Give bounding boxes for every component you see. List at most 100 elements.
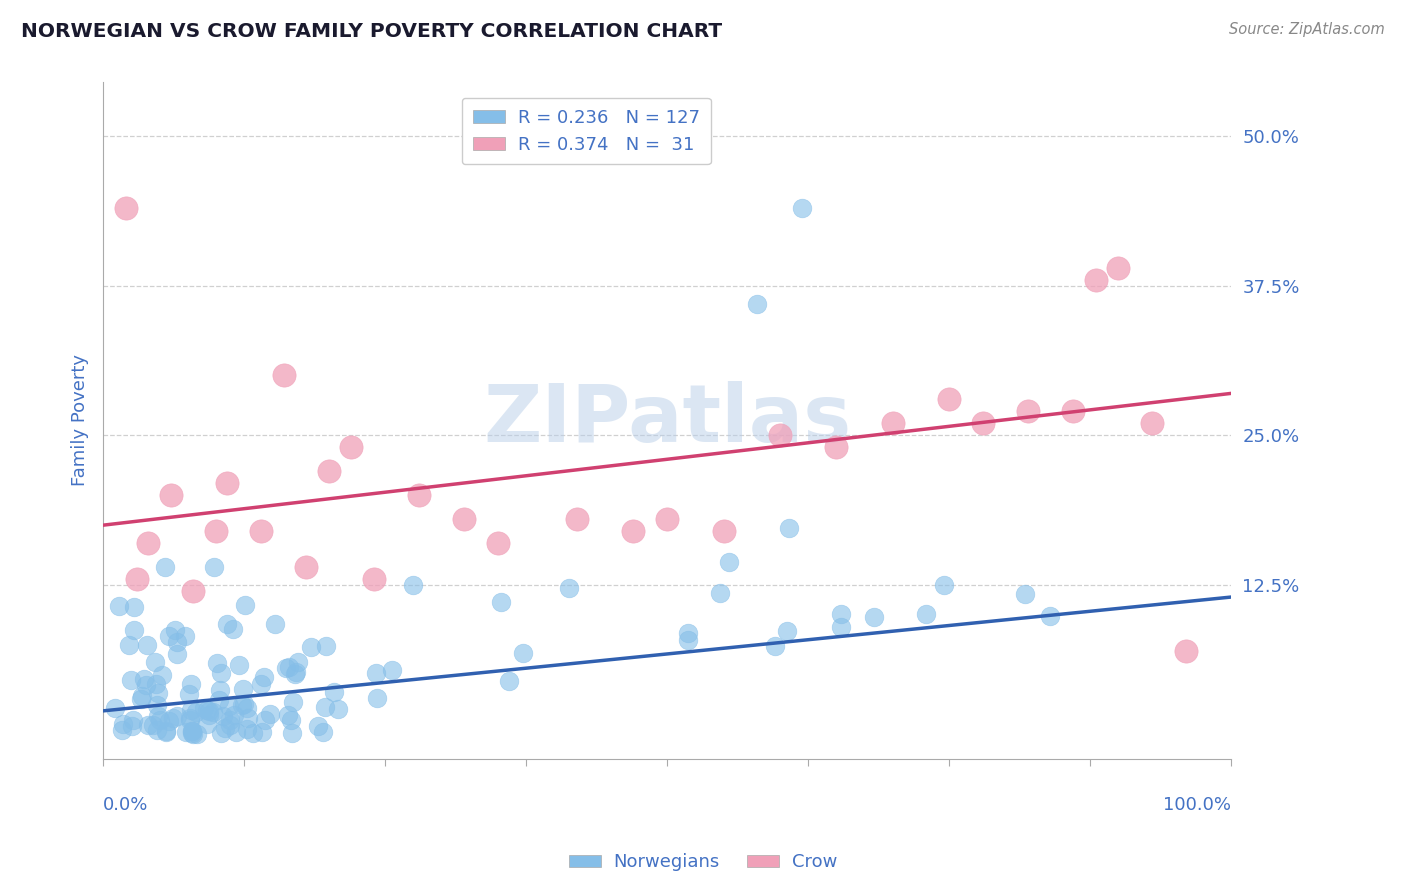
Norwegians [166, 635, 188, 649]
Norwegians [228, 657, 250, 672]
Norwegians [323, 684, 346, 698]
Norwegians [173, 629, 195, 643]
Norwegians [153, 560, 176, 574]
Norwegians [163, 623, 186, 637]
Crow [340, 440, 363, 454]
Norwegians [208, 692, 231, 706]
Norwegians [281, 726, 304, 740]
Norwegians [152, 667, 174, 681]
Text: 100.0%: 100.0% [1163, 796, 1232, 814]
Norwegians [263, 617, 285, 632]
Norwegians [315, 639, 337, 653]
Norwegians [676, 626, 699, 640]
Norwegians [776, 624, 799, 638]
Norwegians [107, 599, 129, 614]
Norwegians [491, 595, 513, 609]
Norwegians [198, 708, 221, 723]
Norwegians [224, 708, 246, 723]
Norwegians [145, 677, 167, 691]
Crow [713, 524, 735, 538]
Norwegians [747, 296, 769, 310]
Crow [273, 368, 295, 383]
Norwegians [181, 726, 204, 740]
Text: 0.0%: 0.0% [103, 796, 149, 814]
Norwegians [381, 664, 404, 678]
Norwegians [174, 725, 197, 739]
Crow [825, 440, 848, 454]
Norwegians [284, 665, 307, 680]
Norwegians [277, 660, 299, 674]
Norwegians [280, 713, 302, 727]
Norwegians [253, 670, 276, 684]
Norwegians [179, 714, 201, 728]
Norwegians [232, 682, 254, 697]
Crow [1175, 644, 1198, 658]
Norwegians [364, 665, 387, 680]
Norwegians [214, 721, 236, 735]
Norwegians [149, 714, 172, 728]
Norwegians [915, 607, 938, 621]
Crow [769, 428, 792, 442]
Norwegians [131, 689, 153, 703]
Norwegians [778, 521, 800, 535]
Norwegians [366, 690, 388, 705]
Norwegians [830, 620, 852, 634]
Norwegians [180, 703, 202, 717]
Norwegians [162, 711, 184, 725]
Crow [1107, 260, 1129, 275]
Norwegians [238, 711, 260, 725]
Norwegians [195, 703, 218, 717]
Crow [159, 488, 181, 502]
Norwegians [222, 622, 245, 636]
Norwegians [218, 713, 240, 727]
Norwegians [281, 695, 304, 709]
Text: Source: ZipAtlas.com: Source: ZipAtlas.com [1229, 22, 1385, 37]
Crow [136, 536, 159, 550]
Norwegians [212, 709, 235, 723]
Norwegians [124, 599, 146, 614]
Crow [972, 417, 994, 431]
Norwegians [209, 726, 232, 740]
Crow [1062, 404, 1084, 418]
Norwegians [1014, 587, 1036, 601]
Norwegians [136, 717, 159, 731]
Norwegians [326, 702, 349, 716]
Norwegians [312, 725, 335, 739]
Crow [486, 536, 509, 550]
Norwegians [932, 577, 955, 591]
Crow [938, 392, 960, 407]
Norwegians [287, 655, 309, 669]
Norwegians [307, 719, 329, 733]
Norwegians [129, 691, 152, 706]
Norwegians [135, 678, 157, 692]
Norwegians [148, 709, 170, 723]
Norwegians [558, 581, 581, 595]
Norwegians [111, 723, 134, 737]
Norwegians [402, 578, 425, 592]
Y-axis label: Family Poverty: Family Poverty [72, 354, 89, 486]
Norwegians [792, 201, 814, 215]
Norwegians [284, 666, 307, 681]
Norwegians [225, 724, 247, 739]
Norwegians [202, 560, 225, 574]
Norwegians [135, 638, 157, 652]
Legend: Norwegians, Crow: Norwegians, Crow [561, 847, 845, 879]
Crow [125, 572, 148, 586]
Text: ZIPatlas: ZIPatlas [484, 382, 851, 459]
Norwegians [166, 709, 188, 723]
Norwegians [143, 655, 166, 669]
Norwegians [180, 677, 202, 691]
Norwegians [250, 725, 273, 739]
Norwegians [1038, 608, 1060, 623]
Norwegians [314, 700, 336, 714]
Crow [565, 512, 588, 526]
Norwegians [250, 676, 273, 690]
Norwegians [198, 704, 221, 718]
Legend: R = 0.236   N = 127, R = 0.374   N =  31: R = 0.236 N = 127, R = 0.374 N = 31 [461, 98, 710, 164]
Norwegians [159, 714, 181, 729]
Norwegians [205, 657, 228, 671]
Norwegians [717, 555, 740, 569]
Norwegians [218, 698, 240, 713]
Norwegians [242, 725, 264, 739]
Norwegians [219, 717, 242, 731]
